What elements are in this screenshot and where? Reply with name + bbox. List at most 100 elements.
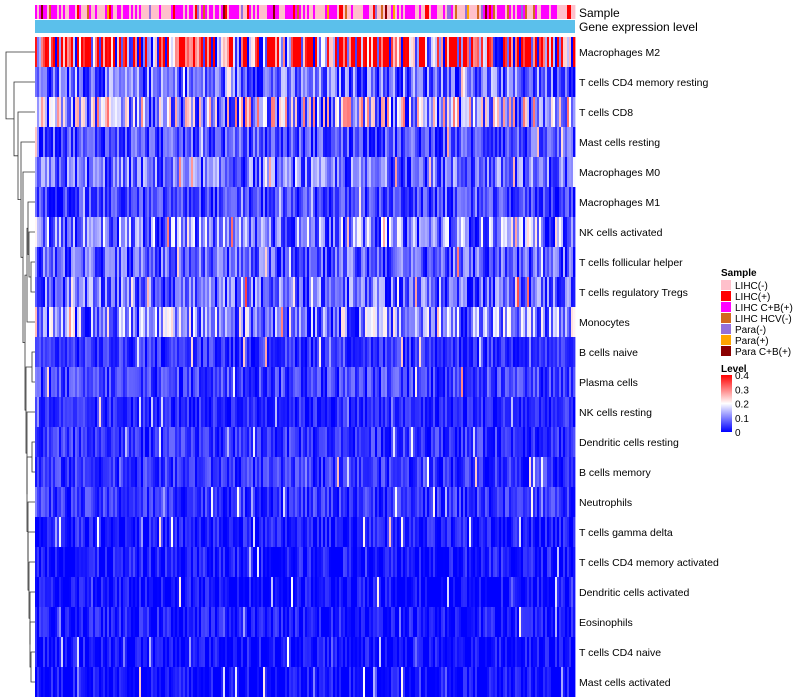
heatmap-cell	[447, 157, 450, 187]
heatmap-cell	[187, 187, 190, 217]
heatmap-cell	[191, 277, 194, 307]
heatmap-cell	[545, 487, 548, 517]
heatmap-cell	[303, 277, 306, 307]
heatmap-cell	[107, 247, 110, 277]
heatmap-cell	[221, 97, 224, 127]
heatmap-cell	[371, 397, 374, 427]
heatmap-cell	[495, 217, 498, 247]
heatmap-cell	[541, 37, 544, 67]
heatmap-cell	[289, 97, 292, 127]
heatmap-cell	[383, 307, 386, 337]
heatmap-cell	[545, 277, 548, 307]
heatmap-cell	[511, 67, 514, 97]
heatmap-cell	[487, 127, 490, 157]
heatmap-cell	[287, 397, 290, 427]
sample-annotation-cell	[47, 5, 50, 19]
sample-annotation-cell	[379, 5, 382, 19]
heatmap-cell	[173, 397, 176, 427]
heatmap-cell	[309, 187, 312, 217]
heatmap-cell	[559, 457, 562, 487]
heatmap-cell	[151, 517, 154, 547]
heatmap-cell	[171, 427, 174, 457]
heatmap-cell	[57, 457, 60, 487]
heatmap-cell	[283, 247, 286, 277]
heatmap-cell	[91, 307, 94, 337]
heatmap-cell	[361, 517, 364, 547]
heatmap-cell	[465, 127, 468, 157]
heatmap-cell	[565, 157, 568, 187]
heatmap-cell	[383, 397, 386, 427]
heatmap-cell	[557, 277, 560, 307]
heatmap-cell	[185, 427, 188, 457]
sample-annotation-cell	[229, 5, 232, 19]
heatmap-cell	[443, 517, 446, 547]
heatmap-cell	[125, 67, 128, 97]
heatmap-cell	[165, 547, 168, 577]
heatmap-cell	[363, 487, 366, 517]
heatmap-cell	[79, 217, 82, 247]
heatmap-cell	[55, 337, 58, 367]
heatmap-cell	[431, 307, 434, 337]
heatmap-cell	[87, 187, 90, 217]
heatmap-cell	[155, 247, 158, 277]
heatmap-cell	[369, 427, 372, 457]
heatmap-cell	[361, 247, 364, 277]
heatmap-cell	[39, 127, 42, 157]
heatmap-cell	[387, 97, 390, 127]
heatmap-cell	[157, 427, 160, 457]
heatmap-cell	[441, 427, 444, 457]
heatmap-cell	[477, 367, 480, 397]
heatmap-cell	[319, 517, 322, 547]
heatmap-cell	[327, 97, 330, 127]
heatmap-cell	[543, 247, 546, 277]
heatmap-cell	[99, 217, 102, 247]
heatmap-cell	[247, 457, 250, 487]
heatmap-cell	[491, 67, 494, 97]
heatmap-cell	[481, 397, 484, 427]
heatmap-cell	[239, 247, 242, 277]
heatmap-cell	[565, 247, 568, 277]
heatmap-cell	[199, 517, 202, 547]
heatmap-cell	[125, 487, 128, 517]
heatmap-cell	[539, 457, 542, 487]
heatmap-cell	[553, 217, 556, 247]
heatmap-cell	[371, 217, 374, 247]
heatmap-cell	[515, 487, 518, 517]
heatmap-cell	[371, 487, 374, 517]
heatmap-cell	[349, 367, 352, 397]
heatmap-cell	[227, 217, 230, 247]
heatmap-cell	[233, 37, 236, 67]
heatmap-cell	[169, 97, 172, 127]
heatmap-cell	[307, 67, 310, 97]
heatmap-cell	[235, 307, 238, 337]
heatmap-cell	[277, 337, 280, 367]
heatmap-cell	[177, 247, 180, 277]
heatmap-cell	[211, 187, 214, 217]
heatmap-cell	[453, 157, 456, 187]
heatmap-row-dendritic-cells-resting	[35, 427, 576, 457]
heatmap-cell	[107, 487, 110, 517]
heatmap-cell	[65, 97, 68, 127]
heatmap-cell	[377, 337, 380, 367]
heatmap-cell	[485, 427, 488, 457]
heatmap-cell	[529, 517, 532, 547]
heatmap-cell	[503, 307, 506, 337]
heatmap-cell	[135, 307, 138, 337]
heatmap-cell	[557, 517, 560, 547]
heatmap-cell	[499, 217, 502, 247]
heatmap-cell	[129, 67, 132, 97]
heatmap-cell	[271, 457, 274, 487]
heatmap-cell	[35, 127, 38, 157]
heatmap-cell	[357, 157, 360, 187]
heatmap-cell	[363, 307, 366, 337]
sample-annotation-cell	[381, 5, 384, 19]
heatmap-cell	[355, 457, 358, 487]
heatmap-cell	[219, 157, 222, 187]
sample-annotation-cell	[567, 5, 570, 19]
heatmap-cell	[267, 217, 270, 247]
heatmap-cell	[223, 127, 226, 157]
heatmap-cell	[373, 127, 376, 157]
heatmap-cell	[107, 217, 110, 247]
heatmap-cell	[65, 277, 68, 307]
heatmap-cell	[345, 517, 348, 547]
